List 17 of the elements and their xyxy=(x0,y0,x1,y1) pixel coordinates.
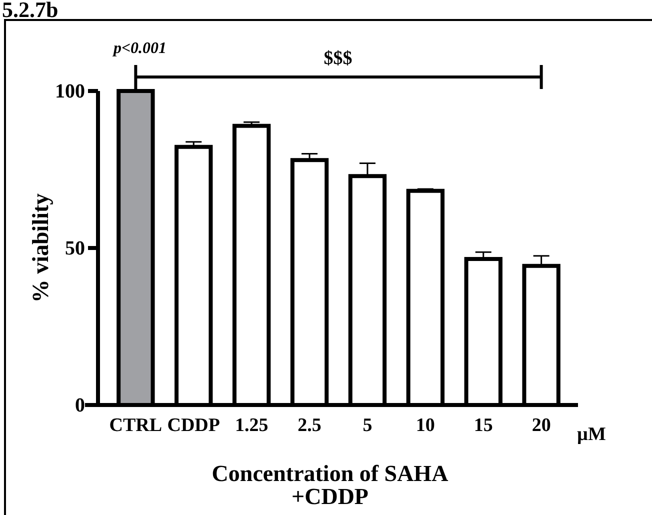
x-tick-label: 15 xyxy=(474,414,493,436)
x-tick-label: 1.25 xyxy=(234,414,268,436)
text: p<0.001 xyxy=(111,40,167,57)
x-axis-title: Concentration of SAHA +CDDP xyxy=(212,461,449,509)
x-tick-label: CDDP xyxy=(167,414,220,436)
x-tick-label: 2.5 xyxy=(298,414,322,436)
y-tick-label: 0 xyxy=(75,394,85,416)
y-tick-label: 100 xyxy=(55,80,85,102)
x-tick-label: CTRL xyxy=(109,414,162,436)
x-tick-label: 10 xyxy=(416,414,435,436)
text: µM xyxy=(577,424,606,445)
y-axis-title: % viability xyxy=(28,192,53,303)
y-tick-label: 50 xyxy=(65,237,85,260)
text: $$$ xyxy=(324,48,352,69)
chart-title: 5.2.7b xyxy=(2,0,58,22)
x-tick-label: 5 xyxy=(362,414,372,436)
x-tick-label: 20 xyxy=(532,414,551,436)
